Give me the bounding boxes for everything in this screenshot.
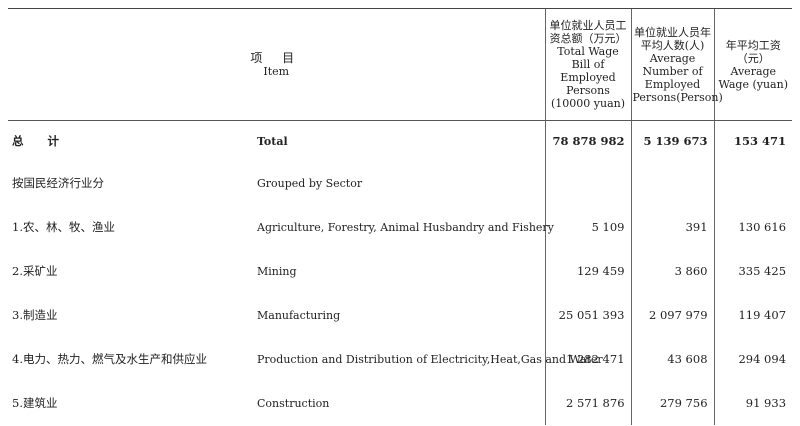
cell-average-wage: 91 933 xyxy=(713,381,793,425)
cell-total-wage: 5 109 xyxy=(544,205,632,249)
cell-average-number: 5 139 673 xyxy=(630,120,715,161)
row-label-en: Grouped by Sector xyxy=(257,176,363,190)
cell-average-number xyxy=(630,161,715,205)
row-label-zh: 2.采矿业 xyxy=(12,264,58,278)
row-label-en: Production and Distribution of Electrici… xyxy=(257,352,603,366)
row-label-en: Construction xyxy=(257,396,330,410)
header-average-number-zh: 单位就业人员年平均人数(人) xyxy=(634,25,712,52)
cell-average-wage xyxy=(713,161,793,205)
header-average-number: 单位就业人员年平均人数(人) Average Number of Employe… xyxy=(630,8,723,121)
cell-average-number: 279 756 xyxy=(630,381,715,425)
row-label-en: Mining xyxy=(257,264,297,278)
header-item-en: Item xyxy=(263,64,290,78)
cell-total-wage: 78 878 982 xyxy=(544,120,632,161)
header-item-zh: 项 目 xyxy=(250,50,303,65)
cell-average-number: 2 097 979 xyxy=(630,293,715,337)
header-total-wage-en: Total Wage Bill of Employed Persons (100… xyxy=(551,45,626,110)
row-label-zh: 1.农、林、牧、渔业 xyxy=(12,220,115,234)
header-average-wage-zh: 年平均工资（元） xyxy=(725,38,781,65)
row-label-en: Total xyxy=(257,134,288,148)
cell-average-wage: 294 094 xyxy=(713,337,793,381)
table-row: 2.采矿业 Mining 129 459 3 860 335 425 xyxy=(8,249,793,293)
cell-average-wage: 130 616 xyxy=(713,205,793,249)
cell-average-wage: 335 425 xyxy=(713,249,793,293)
cell-total-wage: 25 051 393 xyxy=(544,293,632,337)
cell-average-number: 3 860 xyxy=(630,249,715,293)
statistics-table-container: 项 目 Item 单位就业人员工资总额（万元） Total Wage Bill … xyxy=(8,8,793,425)
cell-average-wage: 119 407 xyxy=(713,293,793,337)
table-row-total: 总 计 Total 78 878 982 5 139 673 153 471 xyxy=(8,120,793,161)
cell-total-wage: 129 459 xyxy=(544,249,632,293)
cell-average-number: 391 xyxy=(630,205,715,249)
table-row: 3.制造业 Manufacturing 25 051 393 2 097 979… xyxy=(8,293,793,337)
wage-statistics-table: 项 目 Item 单位就业人员工资总额（万元） Total Wage Bill … xyxy=(8,8,793,425)
header-total-wage: 单位就业人员工资总额（万元） Total Wage Bill of Employ… xyxy=(544,8,632,121)
row-label-en: Manufacturing xyxy=(257,308,341,322)
header-item: 项 目 Item xyxy=(8,8,546,121)
cell-average-number: 43 608 xyxy=(630,337,715,381)
row-label-zh: 总 计 xyxy=(12,134,70,148)
table-row: 1.农、林、牧、渔业 Agriculture, Forestry, Animal… xyxy=(8,205,793,249)
header-total-wage-zh: 单位就业人员工资总额（万元） xyxy=(549,19,627,45)
header-average-number-en: Average Number of Employed Persons(Perso… xyxy=(632,51,723,104)
row-label-zh: 3.制造业 xyxy=(12,308,58,322)
table-row: 4.电力、热力、燃气及水生产和供应业 Production and Distri… xyxy=(8,337,793,381)
row-label-en: Agriculture, Forestry, Animal Husbandry … xyxy=(257,220,554,234)
cell-total-wage: 2 571 876 xyxy=(544,381,632,425)
row-label-zh: 5.建筑业 xyxy=(12,396,58,410)
header-average-wage: 年平均工资（元） Average Wage (yuan) xyxy=(713,8,793,121)
cell-total-wage xyxy=(544,161,632,205)
row-label-zh: 按国民经济行业分 xyxy=(12,176,104,190)
cell-average-wage: 153 471 xyxy=(713,120,793,161)
cell-total-wage: 1 282 471 xyxy=(544,337,632,381)
table-header-row: 项 目 Item 单位就业人员工资总额（万元） Total Wage Bill … xyxy=(8,8,793,121)
table-row-group-heading: 按国民经济行业分 Grouped by Sector xyxy=(8,161,793,205)
row-label-zh: 4.电力、热力、燃气及水生产和供应业 xyxy=(12,352,207,366)
header-average-wage-en: Average Wage (yuan) xyxy=(718,64,788,91)
table-row: 5.建筑业 Construction 2 571 876 279 756 91 … xyxy=(8,381,793,425)
